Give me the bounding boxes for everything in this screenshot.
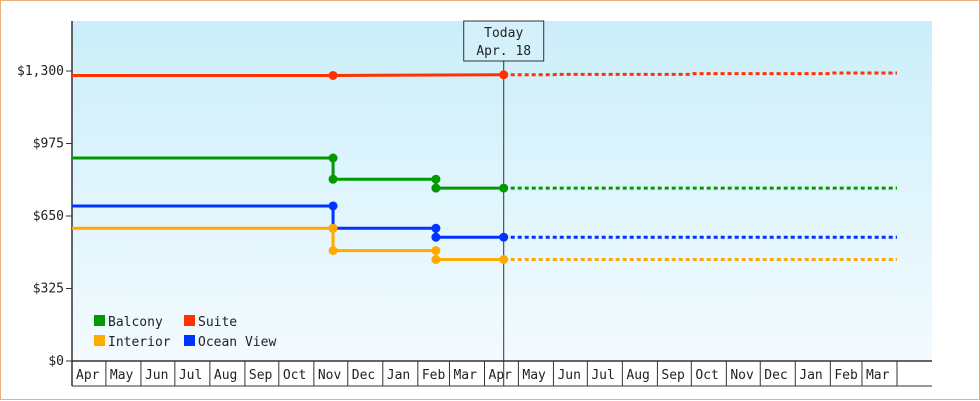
y-tick-label: $975: [33, 137, 64, 152]
axes: $0 $325 $650 $975 $1,300 Apr May Jun Jul Aug Sep Oc…: [17, 21, 932, 387]
y-tick-label: $650: [33, 209, 64, 224]
x-tick-label: Aug: [626, 368, 649, 383]
series-line-balcony: [72, 156, 504, 190]
x-tick-label: Jun: [145, 368, 168, 383]
x-tick-label: Feb: [834, 368, 858, 383]
x-tick-label: Dec: [352, 368, 375, 383]
x-tick-label: Aug: [214, 368, 237, 383]
today-marker: Today Apr. 18: [463, 20, 545, 386]
x-tick-label: Jan: [387, 368, 410, 383]
x-tick-label: Mar: [453, 368, 477, 383]
legend-swatch-balcony: [94, 315, 105, 326]
x-tick-label: Feb: [422, 368, 446, 383]
legend-swatch-interior: [94, 335, 105, 346]
x-tick-label: Jul: [591, 368, 614, 383]
x-tick-label: Mar: [866, 368, 890, 383]
x-tick-label: Jun: [557, 368, 580, 383]
data-point-balcony: [328, 153, 338, 163]
series-line-ocean-view: [72, 204, 504, 239]
today-date-label: Apr. 18: [476, 44, 531, 59]
legend-swatch-suite: [184, 315, 195, 326]
legend-label-suite: Suite: [198, 315, 237, 330]
data-point-balcony: [499, 183, 509, 193]
legend: Balcony Suite Interior Ocean View: [94, 315, 276, 350]
series-forecast-suite: [503, 71, 897, 77]
today-label: Today: [484, 26, 523, 41]
x-tick-label: May: [110, 368, 134, 383]
series: [72, 70, 897, 264]
today-box: [463, 20, 545, 62]
series-line-interior: [72, 226, 504, 261]
y-tick-label: $1,300: [17, 64, 64, 79]
y-tick-label: $325: [33, 282, 64, 297]
data-point-suite: [328, 70, 338, 80]
legend-label-ocean-view: Ocean View: [198, 335, 276, 350]
data-point-balcony: [431, 174, 441, 184]
x-tick-label: Jan: [799, 368, 822, 383]
data-point-interior: [328, 246, 338, 256]
data-point-suite: [499, 70, 509, 80]
x-tick-label: Jul: [179, 368, 202, 383]
series-line-suite: [72, 73, 504, 77]
y-tick-label: $0: [48, 354, 64, 369]
data-point-ocean-view: [499, 232, 509, 242]
data-point-ocean-view: [431, 223, 441, 233]
data-point-interior: [499, 255, 509, 264]
x-tick-label: Sep: [249, 368, 273, 383]
data-point-interior: [431, 246, 441, 256]
x-tick-label: Dec: [764, 368, 787, 383]
data-point-interior: [328, 223, 338, 233]
data-point-ocean-view: [328, 201, 338, 211]
data-point-balcony: [328, 174, 338, 184]
data-point-interior: [431, 255, 441, 264]
x-tick-label: Nov: [318, 368, 342, 383]
data-point-balcony: [431, 183, 441, 193]
x-tick-label: Nov: [730, 368, 754, 383]
legend-swatch-ocean-view: [184, 335, 195, 346]
data-point-ocean-view: [431, 232, 441, 242]
x-tick-label: Oct: [283, 368, 306, 383]
legend-label-balcony: Balcony: [108, 315, 163, 330]
x-tick-label: May: [522, 368, 546, 383]
x-tick-label: Sep: [661, 368, 685, 383]
legend-label-interior: Interior: [108, 335, 171, 350]
x-tick-label: Oct: [695, 368, 718, 383]
x-tick-label: Apr: [76, 368, 100, 383]
x-tick-label: Apr: [489, 368, 513, 383]
